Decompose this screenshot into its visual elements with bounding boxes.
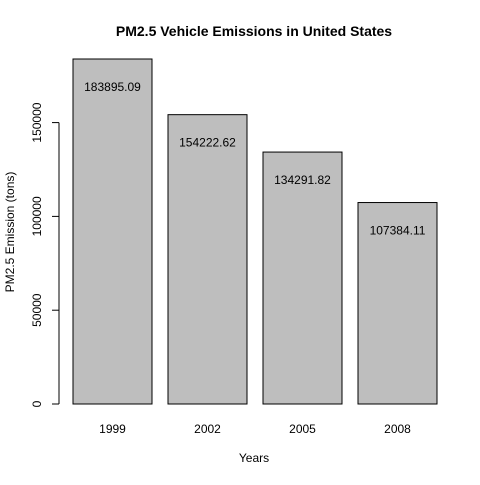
x-axis-label: Years [239,451,269,465]
bar-2002 [167,114,248,405]
x-tick-label: 2008 [384,422,411,436]
y-tick-label: 100000 [30,196,44,236]
bar-1999 [72,58,153,405]
y-tick-label: 50000 [30,293,44,327]
bar-2005 [262,151,343,405]
x-tick-label: 2005 [289,422,316,436]
y-tick-label: 150000 [30,102,44,142]
x-tick-label: 2002 [194,422,221,436]
bar-value-label: 107384.11 [370,224,426,238]
bar-value-label: 154222.62 [179,136,236,150]
bar-value-label: 183895.09 [84,80,141,94]
bar-2008 [357,202,438,405]
y-tick-label: 0 [30,400,44,407]
y-axis-label: PM2.5 Emission (tons) [3,172,17,293]
bar-value-label: 134291.82 [274,173,331,187]
bars-layer: 183895.09 154222.62 134291.82 107384.11 [72,58,438,405]
chart-title: PM2.5 Vehicle Emissions in United States [116,23,392,39]
y-axis: 0 50000 100000 150000 [30,102,60,407]
x-axis-ticks: 1999 2002 2005 2008 [99,422,411,436]
x-tick-label: 1999 [99,422,126,436]
